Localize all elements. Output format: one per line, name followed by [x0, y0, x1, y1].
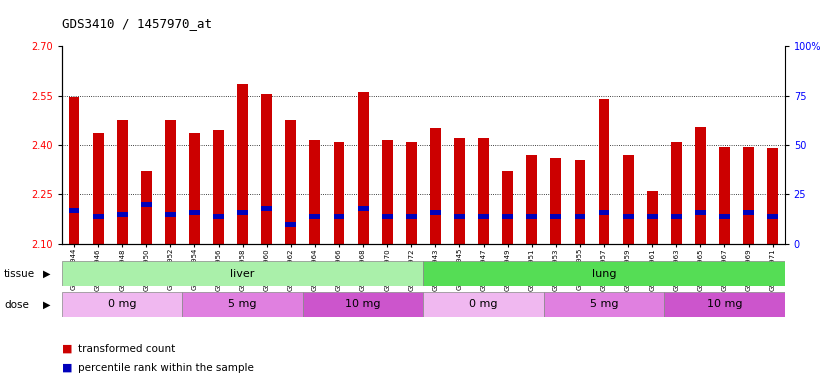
Bar [743, 210, 754, 215]
Text: 10 mg: 10 mg [345, 299, 381, 310]
Bar [303, 292, 423, 317]
Text: percentile rank within the sample: percentile rank within the sample [78, 363, 254, 373]
Text: dose: dose [4, 300, 29, 310]
Bar [382, 140, 392, 244]
Bar [189, 210, 200, 215]
Bar [141, 202, 152, 207]
Bar [695, 127, 705, 244]
Bar [623, 214, 634, 218]
Text: lung: lung [591, 268, 616, 279]
Bar [647, 214, 657, 218]
Bar [62, 292, 183, 317]
Bar [406, 214, 416, 218]
Bar [183, 292, 303, 317]
Bar [423, 292, 544, 317]
Bar [189, 133, 200, 244]
Bar [575, 160, 586, 244]
Bar [141, 171, 152, 244]
Bar [430, 210, 441, 215]
Text: ▶: ▶ [43, 300, 50, 310]
Text: ■: ■ [62, 363, 76, 373]
Bar [671, 214, 681, 218]
Bar [358, 206, 368, 211]
Bar [237, 84, 248, 244]
Bar [310, 140, 320, 244]
Bar [286, 222, 297, 227]
Text: 0 mg: 0 mg [108, 299, 136, 310]
Bar [550, 158, 561, 244]
Text: ▶: ▶ [43, 269, 50, 279]
Text: ■: ■ [62, 344, 76, 354]
Bar [261, 206, 272, 211]
Bar [93, 214, 103, 218]
Bar [334, 214, 344, 218]
Bar [69, 97, 79, 244]
Bar [719, 147, 730, 244]
Bar [406, 142, 416, 244]
Bar [671, 142, 681, 244]
Bar [286, 120, 297, 244]
Bar [647, 191, 657, 244]
Bar [664, 292, 785, 317]
Bar [213, 214, 224, 218]
Bar [116, 120, 127, 244]
Text: 5 mg: 5 mg [590, 299, 619, 310]
Bar [213, 130, 224, 244]
Bar [502, 171, 513, 244]
Bar [719, 214, 730, 218]
Bar [310, 214, 320, 218]
Bar [575, 214, 586, 218]
Bar [478, 214, 489, 218]
Bar [237, 210, 248, 215]
Bar [623, 155, 634, 244]
Bar [599, 99, 610, 244]
Bar [382, 214, 392, 218]
Bar [502, 214, 513, 218]
Bar [767, 214, 778, 218]
Bar [544, 292, 664, 317]
Bar [423, 261, 785, 286]
Bar [526, 214, 537, 218]
Bar [116, 212, 127, 217]
Bar [165, 120, 176, 244]
Bar [69, 208, 79, 213]
Bar [261, 94, 272, 244]
Text: tissue: tissue [4, 269, 36, 279]
Bar [478, 138, 489, 244]
Bar [93, 133, 103, 244]
Bar [454, 138, 465, 244]
Text: 5 mg: 5 mg [228, 299, 257, 310]
Bar [165, 212, 176, 217]
Bar [62, 261, 423, 286]
Text: 10 mg: 10 mg [707, 299, 743, 310]
Bar [526, 155, 537, 244]
Bar [767, 148, 778, 244]
Bar [743, 147, 754, 244]
Bar [599, 210, 610, 215]
Text: transformed count: transformed count [78, 344, 176, 354]
Bar [695, 210, 705, 215]
Text: liver: liver [230, 268, 255, 279]
Bar [430, 129, 441, 244]
Text: GDS3410 / 1457970_at: GDS3410 / 1457970_at [62, 17, 212, 30]
Text: 0 mg: 0 mg [469, 299, 498, 310]
Bar [454, 214, 465, 218]
Bar [550, 214, 561, 218]
Bar [358, 92, 368, 244]
Bar [334, 142, 344, 244]
